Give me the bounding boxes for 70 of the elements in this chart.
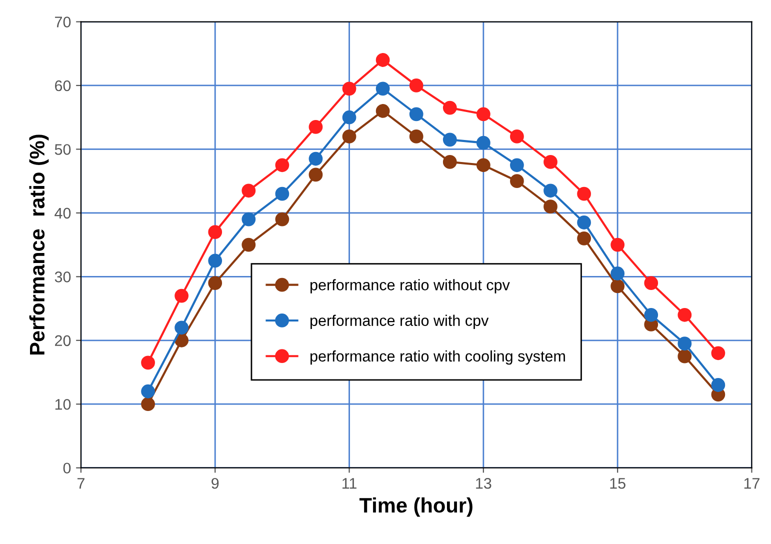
x-tick-label: 17 xyxy=(744,478,760,489)
point xyxy=(711,346,726,360)
point xyxy=(242,184,256,198)
point xyxy=(342,110,356,124)
point xyxy=(208,225,222,239)
point xyxy=(442,100,457,115)
point xyxy=(342,130,356,144)
y-tick-label: 60 xyxy=(55,80,71,92)
point xyxy=(544,155,558,169)
point xyxy=(644,276,658,290)
point xyxy=(141,356,155,370)
point xyxy=(242,212,256,226)
y-tick-label: 10 xyxy=(55,398,71,410)
point xyxy=(610,238,625,252)
point xyxy=(544,184,558,198)
point xyxy=(308,120,323,134)
x-tick-label: 11 xyxy=(342,478,356,489)
point xyxy=(242,238,256,252)
point xyxy=(610,266,625,280)
point xyxy=(308,152,323,166)
x-tick-label: 7 xyxy=(77,478,84,489)
point xyxy=(141,397,155,412)
y-tick-label: 40 xyxy=(54,208,71,219)
point xyxy=(577,231,591,246)
point xyxy=(442,132,457,147)
point xyxy=(644,308,658,322)
point xyxy=(174,288,189,303)
legend-label: performance ratio without cpv xyxy=(310,279,510,294)
point xyxy=(678,336,692,351)
point xyxy=(409,130,424,144)
point xyxy=(342,82,356,96)
y-tick-label: 50 xyxy=(54,144,71,155)
point xyxy=(544,200,558,214)
y-tick-label: 0 xyxy=(63,462,71,474)
point xyxy=(308,168,323,182)
y-tick-label: 30 xyxy=(54,272,71,282)
y-tick-label: 70 xyxy=(55,16,71,28)
point xyxy=(476,158,490,172)
point xyxy=(275,186,290,201)
legend-label: performance ratio with cpv xyxy=(310,314,489,329)
x-tick-label: 9 xyxy=(212,478,219,489)
point xyxy=(208,254,222,268)
x-axis-title: Time (hour) xyxy=(359,497,472,517)
point xyxy=(376,82,390,96)
legend-label: performance ratio with cooling system xyxy=(310,350,565,365)
point xyxy=(610,279,625,294)
point xyxy=(208,276,222,290)
x-tick-label: 15 xyxy=(610,478,626,489)
point xyxy=(275,158,290,172)
point xyxy=(409,78,424,92)
point xyxy=(476,107,490,122)
point xyxy=(442,155,457,169)
point xyxy=(376,53,390,67)
point xyxy=(409,107,424,122)
point xyxy=(678,349,692,364)
point xyxy=(510,174,524,188)
point xyxy=(577,186,591,201)
point xyxy=(275,212,290,226)
x-tick-label: 13 xyxy=(476,478,492,489)
y-tick-label: 20 xyxy=(55,335,71,346)
point xyxy=(476,136,490,150)
point xyxy=(510,130,524,144)
point xyxy=(510,158,524,172)
point xyxy=(376,104,390,118)
y-axis-title: Performance ratio (%) xyxy=(29,134,49,355)
point xyxy=(174,320,189,335)
point xyxy=(678,308,692,322)
point xyxy=(577,216,591,230)
point xyxy=(711,378,726,392)
point xyxy=(141,384,155,398)
